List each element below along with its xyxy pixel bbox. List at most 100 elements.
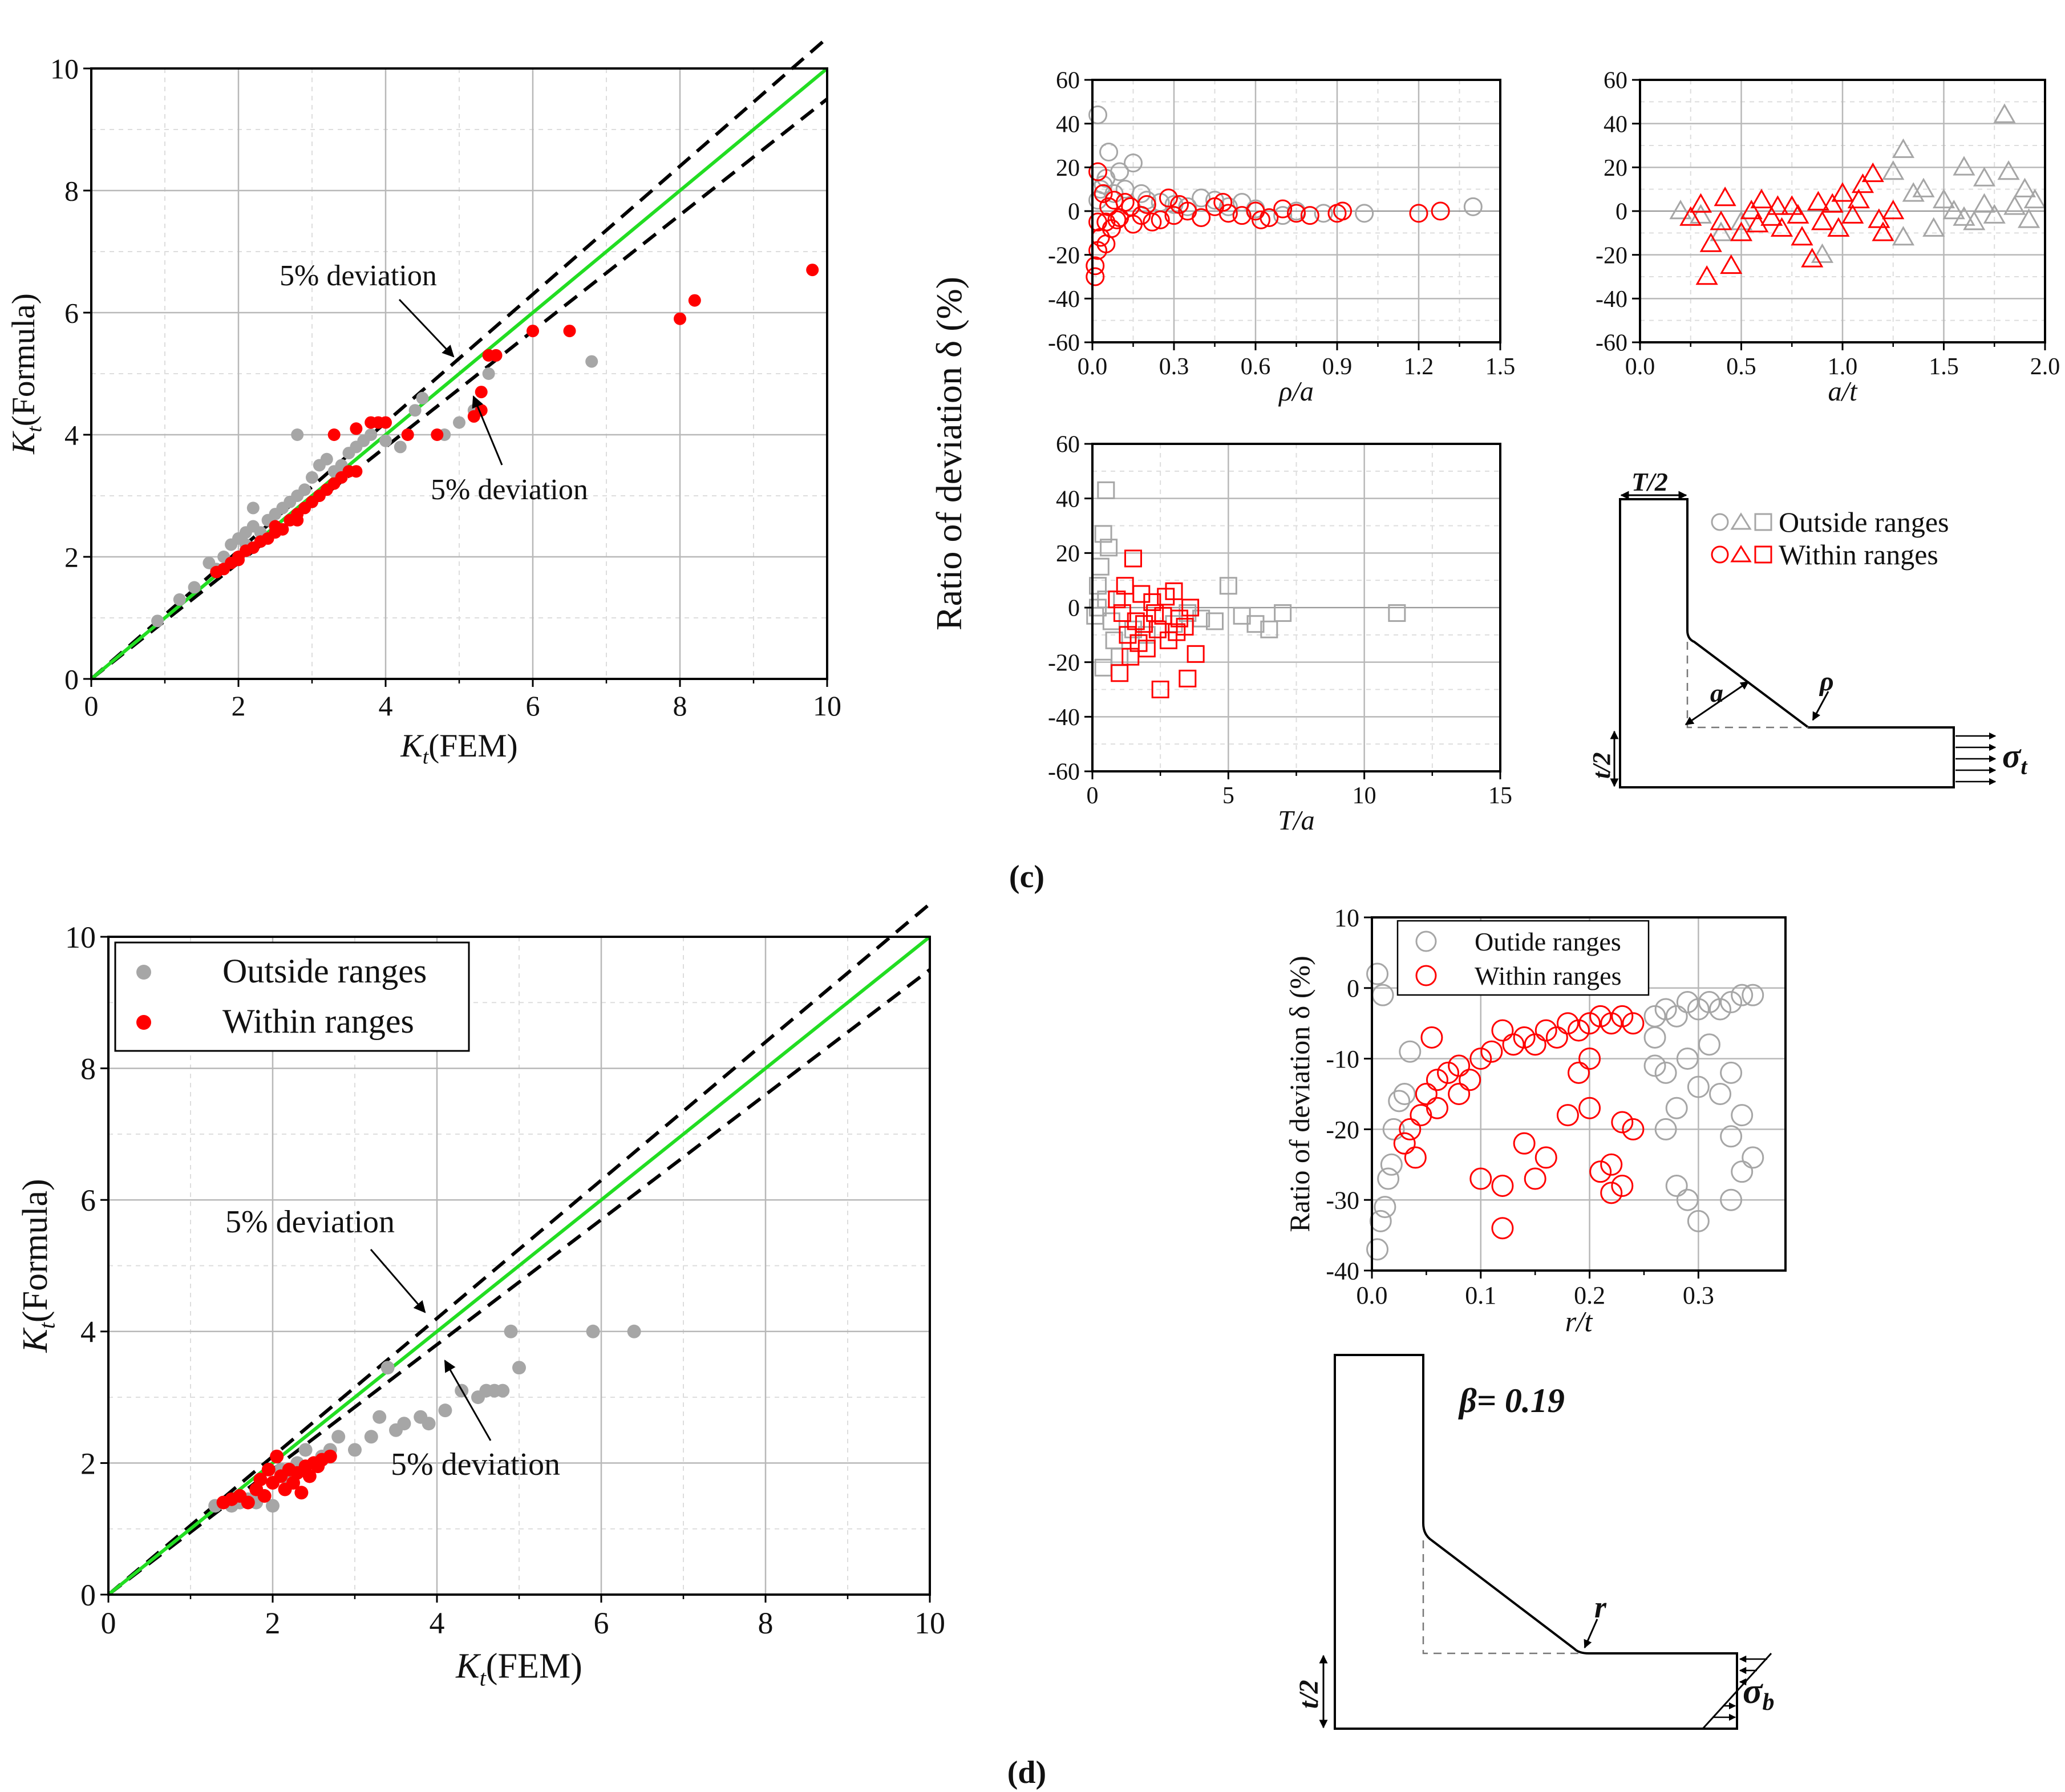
x-tick-label: 0.2 bbox=[1574, 1281, 1605, 1309]
d-r-pointer bbox=[1584, 1619, 1598, 1649]
data-point bbox=[294, 1486, 309, 1500]
data-point bbox=[1698, 991, 1720, 1014]
data-point bbox=[1665, 1174, 1688, 1197]
data-point bbox=[1448, 1054, 1471, 1077]
data-point bbox=[1273, 206, 1293, 225]
legend-marker-within bbox=[136, 1015, 151, 1030]
x-tick-label: 0 bbox=[1087, 783, 1099, 809]
data-point bbox=[1151, 681, 1169, 698]
data-point bbox=[2003, 195, 2026, 215]
x-axis-label-sub: t bbox=[480, 1665, 487, 1690]
c-load-arrows bbox=[1955, 732, 1997, 786]
data-point bbox=[1218, 204, 1238, 223]
data-point bbox=[1409, 204, 1428, 223]
data-point bbox=[1143, 593, 1161, 611]
data-point bbox=[1164, 206, 1184, 225]
deviation-line-lower bbox=[90, 98, 828, 681]
data-point bbox=[1892, 138, 1915, 158]
data-point bbox=[1892, 225, 1915, 246]
data-point bbox=[1611, 1111, 1634, 1134]
data-point bbox=[1731, 1160, 1754, 1183]
data-point bbox=[1710, 221, 1732, 241]
y-tick-label: 4 bbox=[80, 1315, 96, 1349]
y-tick-label: 60 bbox=[1604, 68, 1627, 94]
x-tick-label: 8 bbox=[758, 1606, 774, 1640]
series-within bbox=[1108, 549, 1205, 698]
series-outside bbox=[1088, 105, 1483, 225]
ticks: 0.0 0.5 1.0 1.5 2.0 -60 -40 -20 0 20 40 60 bbox=[1596, 68, 2060, 380]
y-tick-label: -20 bbox=[1048, 650, 1080, 676]
y-axis-label-rest: (Formula) bbox=[16, 1179, 55, 1322]
data-point bbox=[1687, 1210, 1710, 1232]
data-point bbox=[1568, 1061, 1590, 1084]
x-tick-label: 0.0 bbox=[1625, 354, 1655, 380]
data-point bbox=[1687, 998, 1710, 1021]
data-point bbox=[1766, 195, 1789, 215]
data-point bbox=[1097, 481, 1115, 499]
y-tick-label: 2 bbox=[64, 541, 79, 573]
data-point bbox=[1135, 615, 1153, 633]
data-point bbox=[241, 1495, 255, 1510]
x-axis-label-rest: (FEM) bbox=[486, 1647, 582, 1686]
data-point bbox=[1611, 1005, 1634, 1028]
data-point bbox=[1252, 210, 1271, 229]
data-point bbox=[1750, 188, 1773, 209]
data-point bbox=[1556, 1104, 1579, 1127]
axis-labels: ρ/a bbox=[1278, 377, 1314, 407]
data-point bbox=[257, 1489, 272, 1503]
data-point bbox=[408, 404, 422, 417]
x-tick-label: 6 bbox=[526, 690, 540, 722]
data-point bbox=[1491, 1217, 1514, 1240]
data-point bbox=[151, 614, 164, 628]
data-point bbox=[1086, 256, 1105, 276]
data-point bbox=[1600, 1153, 1623, 1176]
x-tick-label: 0.3 bbox=[1683, 1281, 1714, 1309]
series-within bbox=[216, 1449, 337, 1510]
y-axis-label-sub: t bbox=[23, 426, 47, 432]
d-sigma: σb bbox=[1743, 1670, 1775, 1716]
legend-label-within: Within ranges bbox=[222, 1002, 414, 1040]
c-rho-pointer bbox=[1812, 691, 1829, 721]
data-point bbox=[1287, 204, 1306, 223]
data-point bbox=[1714, 186, 1736, 207]
y-axis-label: Ratio of deviation δ (%) bbox=[1283, 956, 1315, 1232]
data-point bbox=[1654, 998, 1677, 1021]
x-tick-label: 1.0 bbox=[1828, 354, 1858, 380]
data-point bbox=[1107, 210, 1127, 229]
data-point bbox=[1556, 1012, 1579, 1035]
y-tick-label: 0 bbox=[1068, 199, 1080, 225]
data-point bbox=[1463, 197, 1483, 216]
x-tick-label: 0 bbox=[84, 690, 99, 722]
x-tick-label: 10 bbox=[914, 1606, 945, 1640]
y-tick-label: 40 bbox=[1056, 111, 1080, 137]
data-point bbox=[1377, 1167, 1400, 1190]
data-point bbox=[1111, 664, 1129, 682]
data-point bbox=[1366, 962, 1389, 985]
series-within bbox=[1086, 162, 1450, 286]
data-point bbox=[1872, 221, 1894, 241]
data-point bbox=[1314, 204, 1333, 223]
y-tick-label: -20 bbox=[1596, 242, 1627, 269]
data-point bbox=[1963, 211, 1986, 230]
caption-c: (c) bbox=[1009, 859, 1044, 895]
y-tick-label: 8 bbox=[64, 175, 79, 207]
data-point bbox=[586, 1324, 600, 1338]
y-tick-label: 0 bbox=[1068, 596, 1080, 622]
data-point bbox=[1973, 193, 1996, 213]
c-dim-T: T/2 bbox=[1631, 467, 1668, 496]
y-tick-label: -60 bbox=[1596, 330, 1627, 357]
data-point bbox=[323, 1449, 337, 1463]
data-point bbox=[1426, 1069, 1448, 1091]
data-point bbox=[232, 553, 245, 567]
y-tick-label: 0 bbox=[1615, 199, 1627, 225]
y-axis-label-main: K bbox=[16, 1327, 55, 1353]
y-tick-label: -60 bbox=[1048, 330, 1080, 357]
x-axis-label: Kt(FEM) bbox=[400, 728, 517, 769]
data-point bbox=[1108, 590, 1126, 609]
x-tick-label: 0.3 bbox=[1159, 354, 1189, 380]
data-point bbox=[1534, 1019, 1557, 1042]
x-tick-label: 6 bbox=[594, 1606, 609, 1640]
x-tick-label: 8 bbox=[673, 690, 687, 722]
